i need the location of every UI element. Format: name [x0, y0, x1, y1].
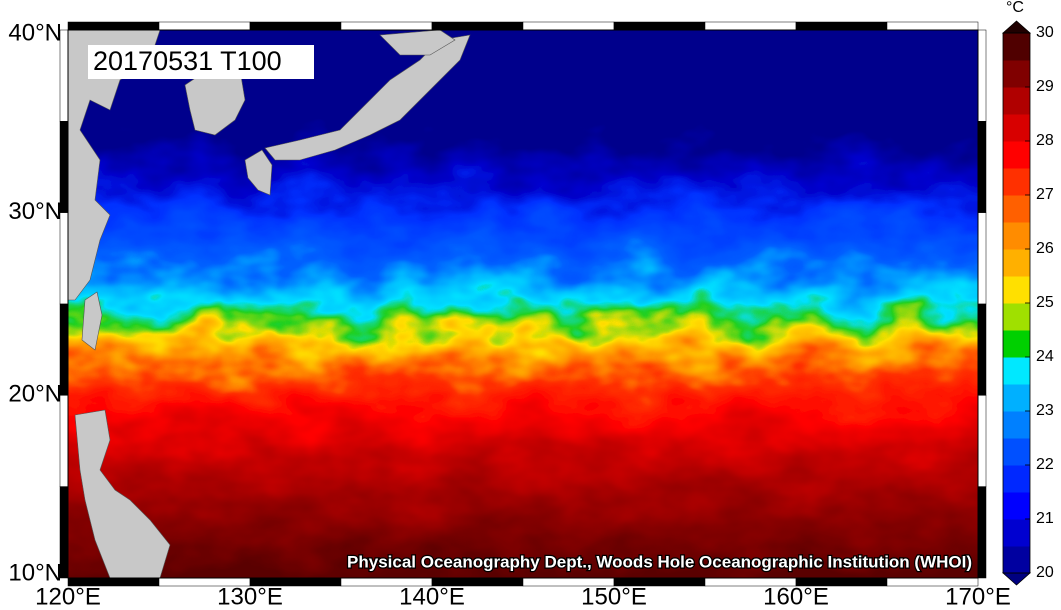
map-border	[67, 29, 979, 579]
colorbar-tick-label: 20	[1036, 564, 1054, 581]
colorbar-bin	[1003, 438, 1030, 466]
frame-bar	[977, 486, 987, 579]
frame-bar	[431, 21, 524, 31]
lon-tick-label: 170°E	[945, 583, 1011, 610]
colorbar-tick-label: 21	[1036, 510, 1054, 527]
colorbar-tick-label: 23	[1036, 402, 1054, 419]
colorbar-bin	[1003, 519, 1030, 547]
colorbar-bin	[1003, 357, 1030, 385]
frame-bar	[977, 121, 987, 213]
map-frame	[59, 21, 987, 587]
frame-bar	[613, 21, 706, 31]
lat-tick-label: 20°N	[8, 381, 62, 408]
frame-bar	[249, 21, 342, 31]
colorbar-bin	[1003, 87, 1030, 115]
colorbar-bin	[1003, 114, 1030, 142]
lat-tick-label: 10°N	[8, 559, 62, 586]
land	[68, 30, 471, 578]
lon-tick-label: 120°E	[35, 583, 101, 610]
label-box	[88, 45, 314, 79]
colorbar-bin	[1003, 222, 1030, 250]
frame-bar	[59, 395, 69, 487]
colorbar-tick-label: 22	[1036, 456, 1054, 473]
lon-tick-label: 160°E	[763, 583, 829, 610]
frame-bar	[704, 21, 797, 31]
frame-bar	[977, 303, 987, 396]
lat-tick-label: 40°N	[8, 19, 62, 46]
colorbar-bin	[1003, 384, 1030, 412]
colorbar-bin	[1003, 330, 1030, 358]
frame-bar	[795, 21, 888, 31]
colorbar-bin	[1003, 303, 1030, 331]
colorbar-bin	[1003, 168, 1030, 196]
frame-bar	[886, 21, 979, 31]
colorbar-tick-label: 29	[1036, 78, 1054, 95]
colorbar: 20 21 22 23 24 25 26 27 28 29 30	[1001, 20, 1054, 586]
colorbar-bin	[1003, 195, 1030, 223]
temperature-field	[68, 30, 978, 578]
colorbar-end	[1001, 20, 1032, 34]
frame-bar	[158, 21, 251, 31]
colorbar-bin	[1003, 60, 1030, 88]
frame-bar	[977, 212, 987, 305]
lon-tick-label: 130°E	[217, 583, 283, 610]
colorbar-bin	[1003, 465, 1030, 493]
lon-tick-label: 140°E	[399, 583, 465, 610]
colorbar-bin	[1003, 276, 1030, 304]
colorbar-bin	[1003, 546, 1030, 574]
colorbar-tick-label: 26	[1036, 240, 1054, 257]
colorbar-unit: °C	[1006, 0, 1024, 16]
frame-bar	[59, 212, 69, 305]
lat-tick-label: 30°N	[8, 198, 62, 225]
colorbar-tick-label: 24	[1036, 348, 1054, 365]
colorbar-bin	[1003, 249, 1030, 277]
frame-bar	[522, 21, 615, 31]
colorbar-bin	[1003, 492, 1030, 520]
frame-bar	[977, 395, 987, 487]
credit: Physical Oceanography Dept., Woods Hole …	[347, 552, 972, 571]
frame-bar	[977, 29, 987, 122]
colorbar-tick-label: 28	[1036, 132, 1054, 149]
map-label: 20170531 T100	[93, 46, 282, 76]
colorbar-bin	[1003, 33, 1030, 61]
colorbar-tick-label: 25	[1036, 294, 1054, 311]
frame-bar	[67, 21, 160, 31]
colorbar-tick-label: 30	[1036, 24, 1054, 41]
colorbar-bin	[1003, 141, 1030, 169]
frame-bar	[340, 21, 433, 31]
colorbar-tick-label: 27	[1036, 186, 1054, 203]
colorbar-bin	[1003, 411, 1030, 439]
lon-tick-label: 150°E	[581, 583, 647, 610]
